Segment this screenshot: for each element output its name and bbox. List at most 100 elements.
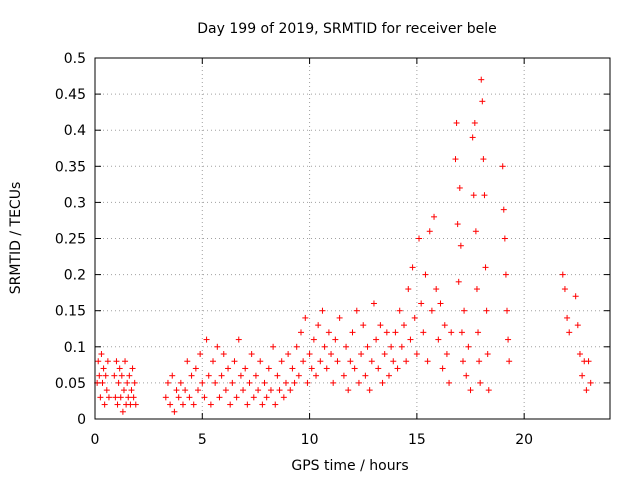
data-point <box>105 394 112 401</box>
data-point <box>205 372 212 379</box>
data-point <box>403 358 410 365</box>
data-point <box>302 314 309 321</box>
data-point <box>576 351 583 358</box>
data-point <box>115 379 122 386</box>
data-point <box>504 307 510 314</box>
data-point <box>317 358 324 365</box>
data-point <box>233 394 240 401</box>
data-point <box>220 351 227 358</box>
data-point <box>237 372 244 379</box>
data-point <box>295 372 302 379</box>
data-point <box>456 184 463 191</box>
data-point <box>448 329 455 336</box>
data-point <box>100 365 107 372</box>
data-point <box>360 322 367 329</box>
data-point <box>469 134 476 141</box>
data-point <box>212 379 219 386</box>
data-point <box>96 372 103 379</box>
data-point <box>130 394 137 401</box>
data-point <box>452 156 459 163</box>
data-point <box>321 343 328 350</box>
data-point <box>574 322 581 329</box>
data-point <box>336 314 343 321</box>
x-tick-label: 10 <box>301 432 319 448</box>
data-point <box>501 235 508 242</box>
data-point <box>227 401 234 408</box>
data-point <box>169 372 176 379</box>
data-point <box>379 379 386 386</box>
y-tick-label: 0.15 <box>55 304 86 320</box>
data-point <box>433 286 440 293</box>
data-point <box>95 358 102 365</box>
axis-ticks: 0 0.05 0.1 0.15 0.2 0.25 0.3 0.35 0.4 0.45 0.5 0 5 10… <box>55 51 610 448</box>
data-point <box>463 372 470 379</box>
data-point <box>267 387 274 394</box>
data-point <box>457 242 464 249</box>
data-point <box>392 329 399 336</box>
data-point <box>250 394 257 401</box>
y-tick-label: 0.4 <box>64 123 86 139</box>
data-point <box>298 329 304 336</box>
data-point <box>214 343 221 350</box>
data-point <box>259 401 266 408</box>
data-point <box>190 401 197 408</box>
data-point <box>310 336 317 343</box>
data-point <box>345 387 352 394</box>
data-point <box>416 235 423 242</box>
data-point <box>388 343 395 350</box>
data-point <box>422 271 429 278</box>
data-point <box>407 336 414 343</box>
data-point <box>242 365 249 372</box>
data-point <box>276 387 283 394</box>
data-point <box>291 379 298 386</box>
x-tick-label: 20 <box>515 432 533 448</box>
data-point <box>293 343 300 350</box>
data-point <box>300 358 307 365</box>
plot-frame <box>94 57 611 420</box>
data-point <box>132 401 139 408</box>
data-point <box>411 314 418 321</box>
data-point <box>481 192 488 199</box>
data-point <box>265 365 272 372</box>
data-point <box>499 163 506 170</box>
data-point <box>103 387 110 394</box>
data-point <box>282 379 289 386</box>
grid <box>95 58 610 419</box>
data-point <box>349 329 356 336</box>
data-point <box>355 379 362 386</box>
data-point <box>128 387 135 394</box>
data-point <box>377 322 384 329</box>
data-point <box>566 329 573 336</box>
data-point <box>171 408 178 415</box>
data-point <box>585 358 592 365</box>
data-point <box>308 365 315 372</box>
data-point <box>270 343 277 350</box>
data-point <box>390 358 397 365</box>
data-point <box>454 221 461 228</box>
data-point <box>431 213 438 220</box>
x-tick-label: 5 <box>198 432 207 448</box>
data-point <box>420 329 427 336</box>
data-series <box>94 76 594 415</box>
data-point <box>394 365 401 372</box>
data-point <box>505 336 512 343</box>
data-point <box>476 358 483 365</box>
data-point <box>124 379 131 386</box>
data-point <box>97 394 104 401</box>
data-point <box>446 379 453 386</box>
data-point <box>192 365 199 372</box>
data-point <box>280 394 287 401</box>
data-point <box>99 379 106 386</box>
y-tick-label: 0.2 <box>64 268 86 284</box>
data-point <box>182 387 189 394</box>
data-point <box>261 379 268 386</box>
data-point <box>375 365 382 372</box>
data-point <box>102 372 109 379</box>
data-point <box>370 300 377 307</box>
data-point <box>482 264 489 271</box>
data-point <box>453 119 460 126</box>
data-point <box>439 365 446 372</box>
data-point <box>328 351 335 358</box>
data-point <box>127 401 134 408</box>
data-point <box>426 228 433 235</box>
